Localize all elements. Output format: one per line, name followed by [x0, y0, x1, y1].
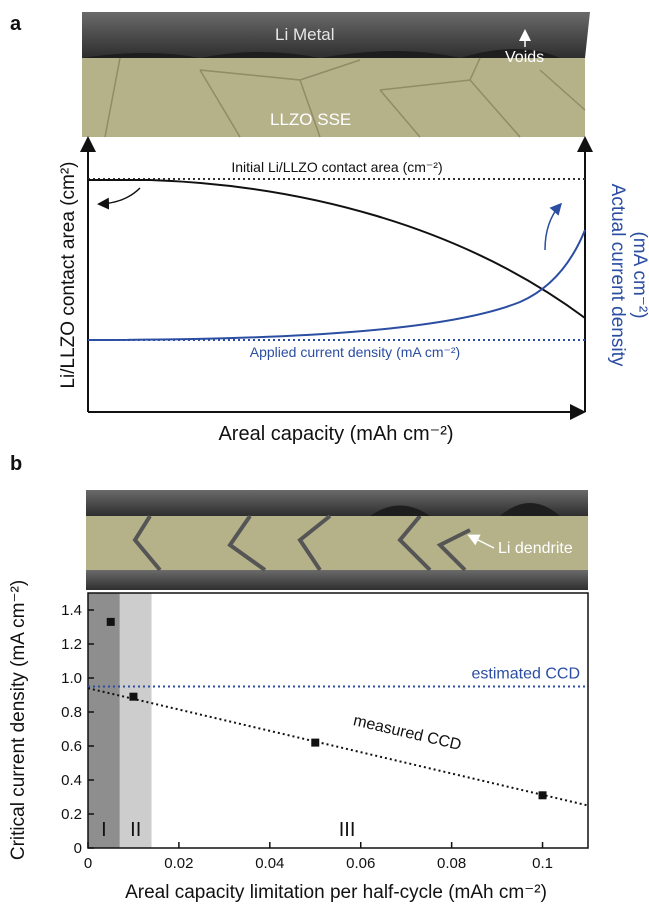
y2-axis-label: (mA cm⁻²) — [629, 231, 649, 318]
x-tick-label: 0.06 — [346, 855, 375, 872]
y-tick-label: 1.0 — [61, 670, 82, 687]
region-label: I — [101, 819, 107, 841]
panel-label: b — [10, 453, 22, 475]
dendrites — [132, 514, 471, 572]
data-point — [129, 692, 138, 701]
y-axis-label: Li/LLZO contact area (cm²) — [58, 161, 79, 388]
curve-arrow — [544, 202, 562, 251]
y-axis-label: Critical current density (mA cm⁻²) — [8, 580, 29, 860]
voids-label: Voids — [505, 49, 544, 66]
voids — [82, 49, 560, 58]
y-tick-label: 0.4 — [61, 772, 82, 789]
plot-frame — [87, 592, 589, 849]
data-point — [538, 791, 547, 800]
y-tick-label: 0.2 — [61, 806, 82, 823]
voids — [370, 503, 560, 516]
llzo-layer — [86, 516, 588, 570]
y-tick-label: 0.8 — [61, 704, 82, 721]
dendrite-arrow — [467, 534, 495, 549]
dendrite-label: Li dendrite — [498, 540, 573, 557]
y-tick-label: 0.6 — [61, 738, 82, 755]
y-tick-label: 0 — [74, 840, 82, 857]
region — [119, 593, 152, 848]
contact-curve — [88, 179, 586, 319]
initial-label: Initial Li/LLZO contact area (cm⁻²) — [231, 159, 442, 175]
curve-arrow — [97, 187, 141, 210]
y-tick-label: 1.2 — [61, 636, 82, 653]
x-tick-label: 0.08 — [437, 855, 466, 872]
x-tick-label: 0.04 — [255, 855, 284, 872]
region-label: II — [130, 819, 141, 841]
li-metal-layer — [82, 12, 590, 58]
data-point — [311, 738, 320, 747]
x-tick-label: 0.1 — [532, 855, 553, 872]
grain-boundaries — [104, 57, 586, 138]
li-metal-layer — [86, 490, 588, 516]
li-metal-layer — [86, 570, 588, 590]
region-label: III — [339, 819, 356, 841]
y-tick-label: 1.4 — [61, 602, 82, 619]
x-axis-label: Areal capacity limitation per half-cycle… — [125, 882, 547, 903]
x-tick-label: 0 — [84, 855, 92, 872]
metal-label: Li Metal — [275, 25, 335, 44]
y2-axis-label: Actual current density — [607, 184, 628, 367]
current-curve — [87, 229, 586, 341]
fit-line — [87, 687, 589, 807]
applied-label: Applied current density (mA cm⁻²) — [250, 344, 460, 360]
region — [151, 593, 543, 848]
region — [88, 593, 120, 848]
x-axis-label: Areal capacity (mAh cm⁻²) — [218, 423, 453, 445]
electrolyte-label: LLZO SSE — [270, 110, 351, 129]
x-tick-label: 0.02 — [164, 855, 193, 872]
panel-label: a — [10, 13, 22, 35]
data-point — [106, 617, 115, 626]
estimated-ccd-label: estimated CCD — [472, 666, 580, 683]
llzo-layer — [82, 58, 585, 137]
